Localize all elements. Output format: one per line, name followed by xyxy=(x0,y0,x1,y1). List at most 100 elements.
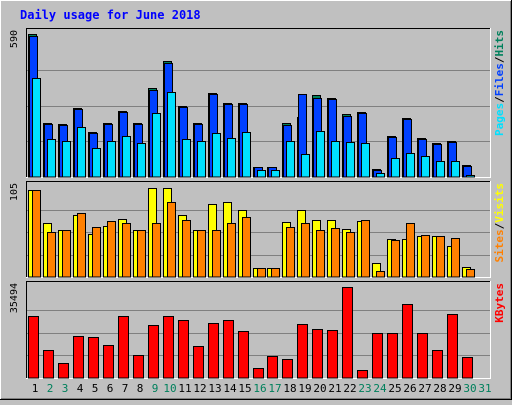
bar-kbytes-day-17 xyxy=(267,356,278,379)
bar-kbytes-day-18 xyxy=(282,359,293,379)
bar-sites-day-27 xyxy=(421,235,430,278)
bar-pages-day-15 xyxy=(242,132,251,178)
bar-kbytes-day-15 xyxy=(238,331,249,379)
bar-kbytes-day-21 xyxy=(327,330,338,379)
bar-kbytes-day-28 xyxy=(432,350,443,379)
chart-title: Daily usage for June 2018 xyxy=(20,8,201,22)
day-label-8: 8 xyxy=(137,382,144,395)
bar-pages-day-22 xyxy=(346,142,355,178)
bar-kbytes-day-22 xyxy=(342,287,353,379)
bar-kbytes-day-1 xyxy=(28,316,39,379)
bar-pages-day-16 xyxy=(257,170,266,178)
bar-pages-day-23 xyxy=(361,143,370,178)
day-label-11: 11 xyxy=(178,382,191,395)
bar-pages-day-8 xyxy=(137,143,146,178)
day-label-14: 14 xyxy=(223,382,237,395)
legend-separator: / xyxy=(493,56,506,63)
day-label-19: 19 xyxy=(298,382,311,395)
series-sites xyxy=(32,190,475,278)
day-label-13: 13 xyxy=(208,382,221,395)
day-label-10: 10 xyxy=(163,382,176,395)
day-label-7: 7 xyxy=(122,382,129,395)
bar-sites-day-6 xyxy=(107,221,116,278)
bar-sites-day-10 xyxy=(167,202,176,278)
bar-kbytes-day-7 xyxy=(118,316,129,379)
legend-hits-files-pages: Pages/Files/Hits xyxy=(493,30,506,136)
bar-kbytes-day-16 xyxy=(253,368,264,379)
day-label-29: 29 xyxy=(448,382,461,395)
legend-separator: / xyxy=(493,96,506,103)
bar-sites-day-4 xyxy=(77,213,86,278)
day-label-28: 28 xyxy=(433,382,446,395)
day-label-1: 1 xyxy=(32,382,39,395)
day-label-12: 12 xyxy=(193,382,206,395)
bar-sites-day-30 xyxy=(466,269,475,278)
bar-sites-day-22 xyxy=(346,232,355,278)
legend-hits: Hits xyxy=(493,30,506,57)
bar-pages-day-28 xyxy=(436,161,445,178)
bar-pages-day-14 xyxy=(227,138,236,178)
bar-pages-day-26 xyxy=(406,153,415,178)
bar-kbytes-day-27 xyxy=(417,333,428,379)
day-label-15: 15 xyxy=(238,382,251,395)
series-kbytes xyxy=(28,287,473,379)
bar-pages-day-5 xyxy=(92,148,101,178)
bar-pages-day-19 xyxy=(301,154,310,178)
bar-sites-day-29 xyxy=(451,238,460,278)
bar-pages-day-9 xyxy=(152,113,161,178)
legend-separator: / xyxy=(493,222,506,229)
bar-kbytes-day-30 xyxy=(462,357,473,379)
bar-sites-day-8 xyxy=(137,230,146,278)
bar-kbytes-day-23 xyxy=(357,370,368,379)
bar-sites-day-24 xyxy=(376,271,385,278)
bar-kbytes-day-6 xyxy=(103,345,114,379)
bar-pages-day-24 xyxy=(376,173,385,178)
bar-pages-day-25 xyxy=(391,158,400,178)
bar-kbytes-day-8 xyxy=(133,355,144,379)
bar-sites-day-14 xyxy=(227,223,236,278)
bar-kbytes-day-25 xyxy=(387,333,398,379)
bar-pages-day-29 xyxy=(451,161,460,178)
day-label-27: 27 xyxy=(418,382,431,395)
bar-pages-day-13 xyxy=(212,133,221,178)
bar-sites-day-3 xyxy=(62,230,71,278)
bar-sites-day-16 xyxy=(257,268,266,278)
bar-pages-day-11 xyxy=(182,139,191,178)
day-label-18: 18 xyxy=(283,382,296,395)
bar-sites-day-7 xyxy=(122,223,131,278)
day-label-16: 16 xyxy=(253,382,266,395)
bar-pages-day-20 xyxy=(316,131,325,178)
bar-sites-day-20 xyxy=(316,230,325,278)
bar-kbytes-day-12 xyxy=(193,346,204,379)
bar-sites-day-12 xyxy=(197,230,206,278)
bar-sites-day-18 xyxy=(286,227,295,278)
bar-pages-day-21 xyxy=(331,141,340,178)
bar-pages-day-30 xyxy=(466,175,475,178)
legend-files: Files xyxy=(493,63,506,96)
panel-visits-sites: 105 Sites/Visits xyxy=(9,181,506,278)
legend-sites: Sites xyxy=(493,229,506,262)
bar-sites-day-25 xyxy=(391,240,400,278)
y-max-label: 35494 xyxy=(9,283,20,313)
bar-sites-day-28 xyxy=(436,236,445,278)
bar-sites-day-26 xyxy=(406,223,415,278)
bar-kbytes-day-26 xyxy=(402,304,413,379)
day-label-22: 22 xyxy=(343,382,356,395)
series-pages xyxy=(32,78,475,178)
day-label-24: 24 xyxy=(373,382,387,395)
day-label-26: 26 xyxy=(403,382,416,395)
bar-kbytes-day-4 xyxy=(73,336,84,379)
legend-pages: Pages xyxy=(493,103,506,136)
bar-sites-day-15 xyxy=(242,217,251,278)
day-label-20: 20 xyxy=(313,382,326,395)
bar-kbytes-day-13 xyxy=(208,323,219,379)
day-label-23: 23 xyxy=(358,382,371,395)
bar-sites-day-21 xyxy=(331,228,340,278)
day-label-17: 17 xyxy=(268,382,281,395)
legend-kbytes: KBytes xyxy=(493,283,506,323)
day-label-6: 6 xyxy=(107,382,114,395)
bar-sites-day-13 xyxy=(212,230,221,278)
